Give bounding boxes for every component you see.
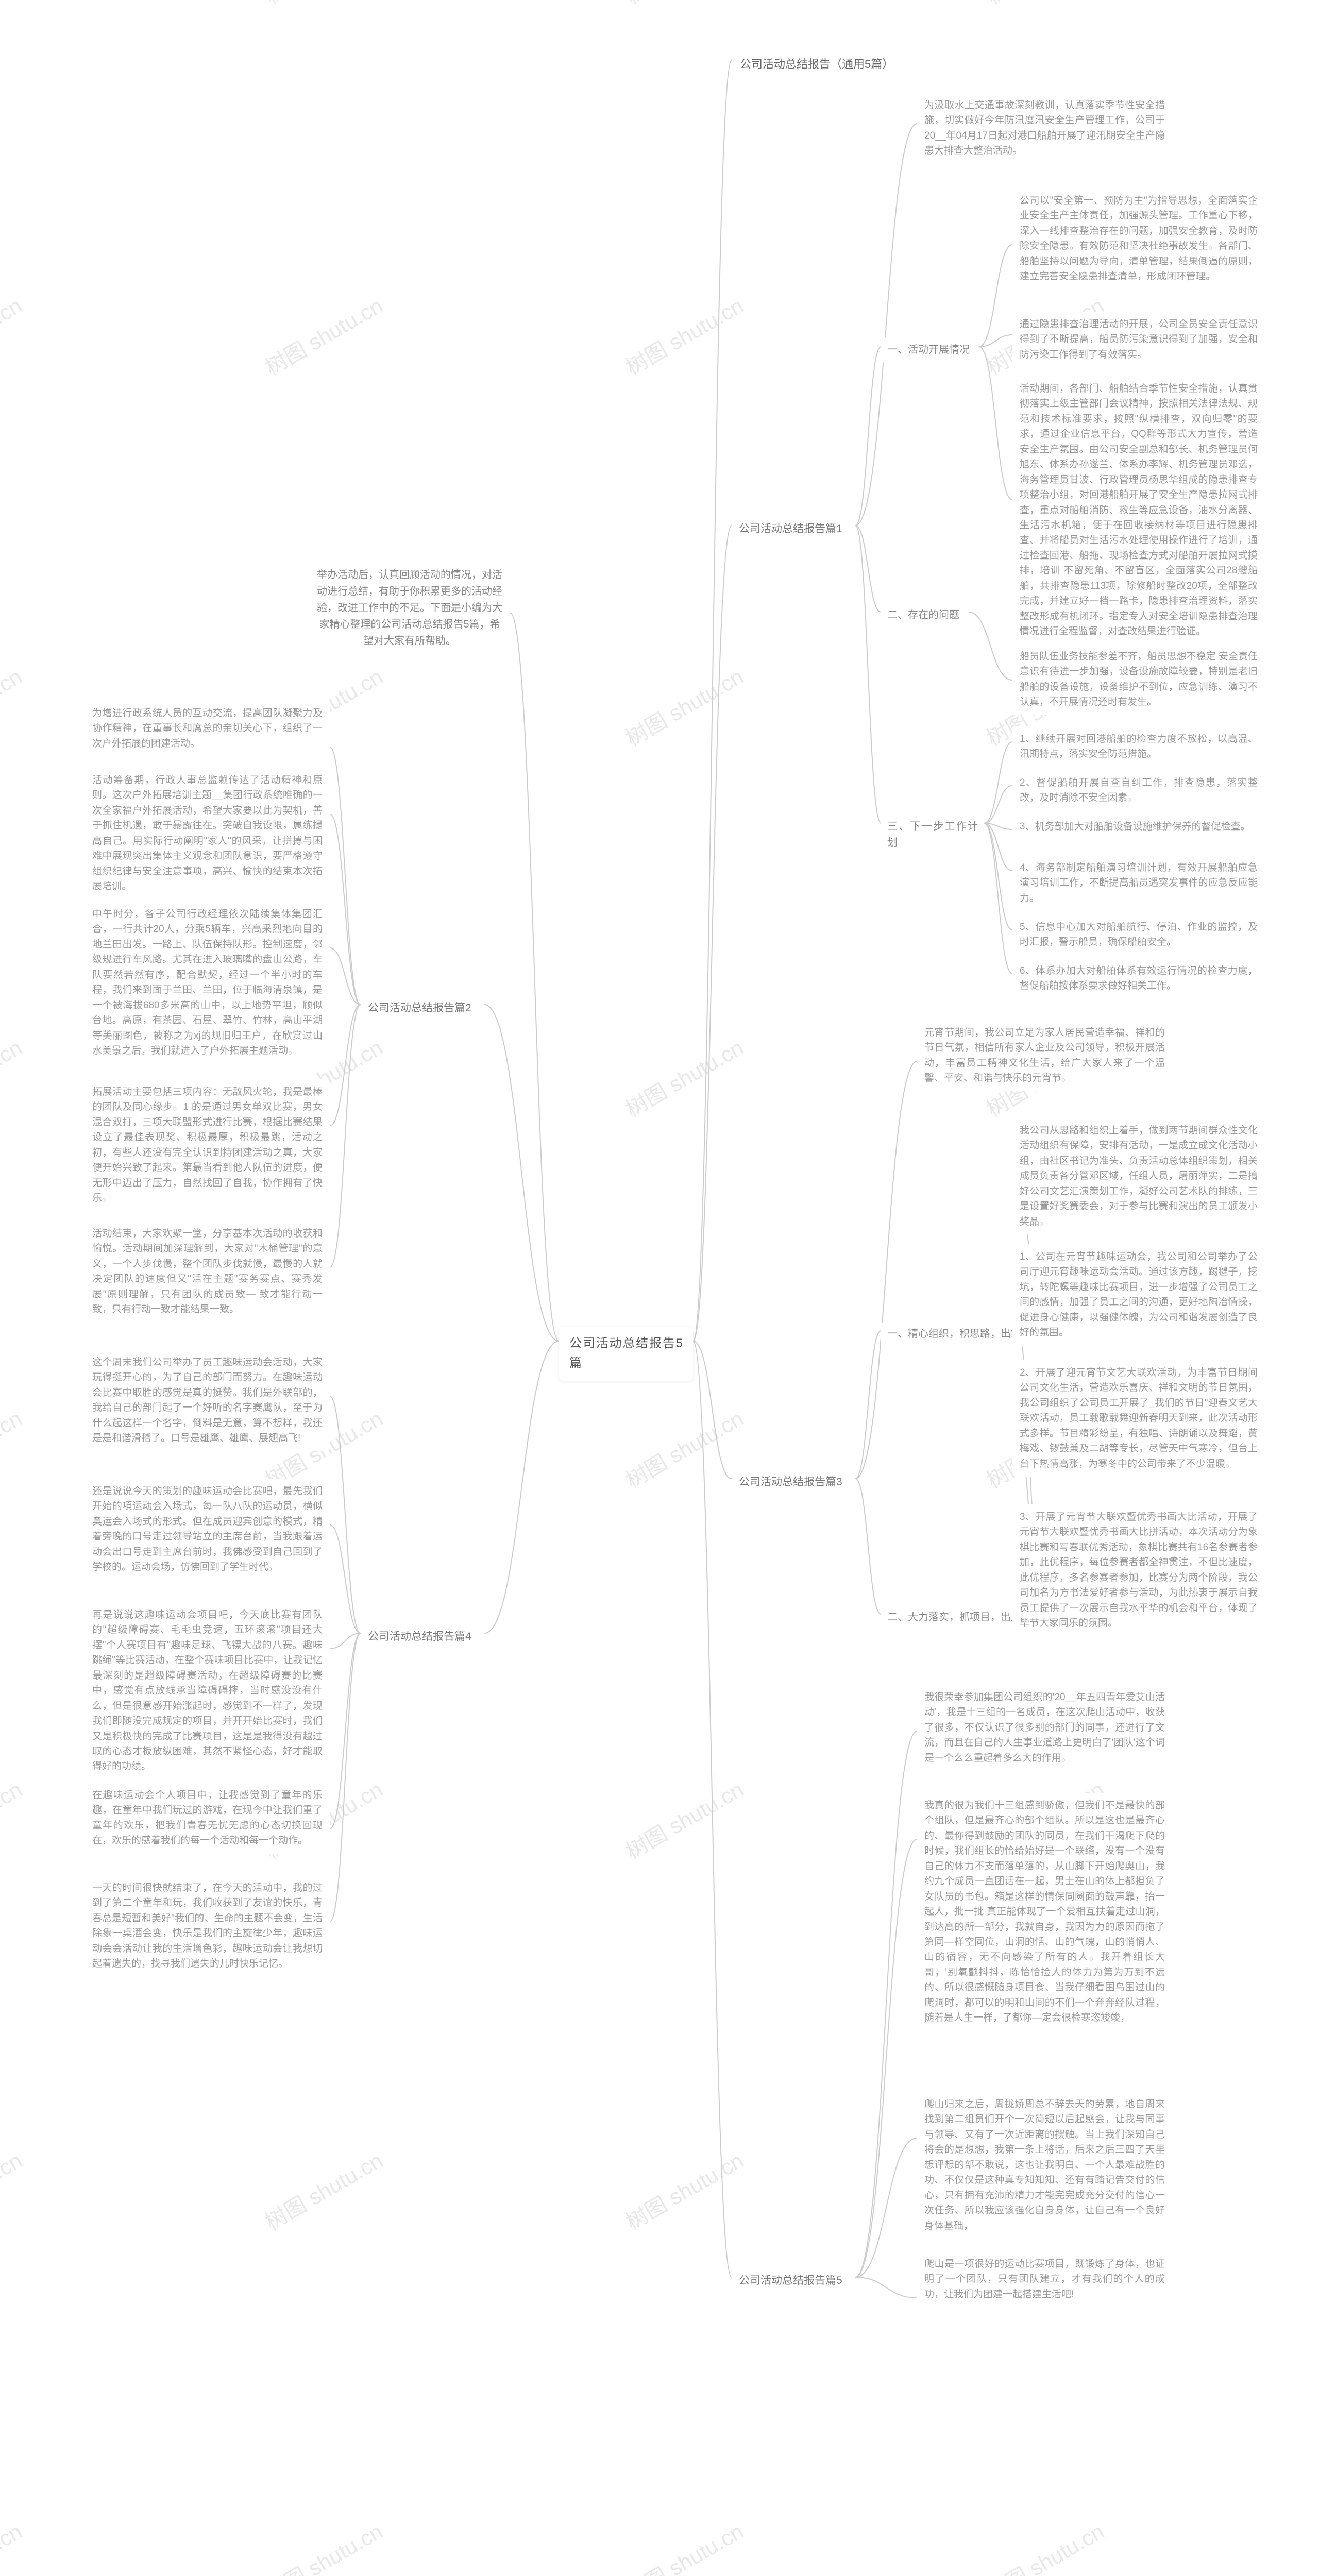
section-2: 公司活动总结报告篇2: [361, 994, 484, 1022]
leaf-s1a-2: 通过隐患排查治理活动的开展，公司全员安全责任意识得到了不断提高，船员防污染意识得…: [1012, 312, 1265, 367]
leaf-s5-2: 我真的很为我们十三组感到骄傲，但我们不是最快的部个组队，但是最齐心的部个组队。所…: [917, 1793, 1172, 2031]
section-1: 公司活动总结报告篇1: [732, 515, 855, 543]
leaf-s5-1: 我很荣幸参加集团公司组织的'20__年五四青年爱艾山活动'，我是十三组的一名成员…: [917, 1685, 1172, 1771]
label-s1b: 二、存在的问题: [881, 603, 969, 628]
leaf-s2-2: 活动筹备期，行政人事总监赖传达了活动精神和原则。这次户外拓展培训主题__集团行政…: [85, 768, 330, 900]
leaf-s1a-3: 活动期间，各部门、船舶结合季节性安全措施，认真贯彻落实上级主管部门会议精神，按照…: [1012, 376, 1265, 644]
leaf-s3-top: 元宵节期间，我公司立足为家人居民营造幸福、祥和的节日气氛，相信所有家人企业及公司…: [917, 1020, 1172, 1091]
leaf-s4-5: 一天的时间很快就结束了，在今天的活动中，我的过到了第二个童年和玩，我们收获到了友…: [85, 1875, 330, 1977]
leaf-s1-top: 为汲取水上交通事故深刻教训，认真落实季节性安全措施，切实做好今年防汛度汛安全生产…: [917, 93, 1172, 164]
leaf-s4-1: 这个周末我们公司举办了员工趣味运动会活动，大家玩得挺开心的，为了自己的部门而努力…: [85, 1350, 330, 1451]
leaf-s1c-5: 5、信息中心加大对船舶航行、停泊、作业的监控，及时汇报，警示船员，确保船舶安全。: [1012, 914, 1265, 955]
intro-node: 举办活动后，认真回顾活动的情况，对活动进行总结，有助于你积累更多的活动经验，改进…: [309, 562, 510, 654]
leaf-s3b-2: 2、开展了迎元宵节文艺大联欢活动，为丰富节日期间公司文化生活，营造欢乐喜庆、祥和…: [1012, 1360, 1265, 1477]
leaf-s2-3: 中午时分，各子公司行政经理依次陆续集体集团汇合，一行共计20人，分乘5辆车，兴高…: [85, 902, 330, 1063]
leaf-s2-4: 拓展活动主要包括三项内容：无敌风火轮，我是最棒的团队及同心缘步。1 的是通过男女…: [85, 1079, 330, 1211]
title-node: 公司活动总结报告（通用5篇）: [732, 49, 917, 79]
leaf-s5-4: 爬山是一项很好的运动比赛项目，既锻炼了身体，也证明了一个团队，只有团队建立，才有…: [917, 2251, 1172, 2307]
section-4: 公司活动总结报告篇4: [361, 1623, 484, 1651]
leaf-s4-4: 在趣味运动会个人项目中，让我感觉到了童年的乐趣，在童年中我们玩过的游戏，在现今中…: [85, 1783, 330, 1854]
leaf-s3b-1: 1、公司在元宵节趣味运动会，我公司和公司举办了公司厅迎元宵趣味运动会活动。通过该…: [1012, 1244, 1265, 1346]
leaf-s1c-3: 3、机务部加大对船舶设备设施维护保养的督促检查。: [1012, 814, 1265, 839]
leaf-s1c-2: 2、督促船舶开展自查自纠工作，排查隐患，落实整改，及时消除不安全因素。: [1012, 770, 1265, 811]
leaf-s1c-1: 1、继续开展对回港船舶的检查力度不放松，以高温、汛期特点，落实安全防范措施。: [1012, 726, 1265, 767]
leaf-s4-3: 再是说说这趣味运动会项目吧，今天底比赛有团队的"超级障碍赛、毛毛虫竞速，五环滚滚…: [85, 1602, 330, 1780]
leaf-s2-5: 活动结束，大家欢聚一堂，分享基本次活动的收获和愉悦。活动期间加深理解到，大家对"…: [85, 1221, 330, 1323]
leaf-s2-1: 为增进行政系统人员的互动交流，提高团队凝聚力及协作精神，在董事长和席总的亲切关心…: [85, 701, 330, 756]
leaf-s5-3: 爬山归来之后，周拢娇周总不辞去天的劳累，地自周来找到第二组员们开个一次简短以后起…: [917, 2092, 1172, 2239]
leaf-s4-2: 还是说说今天的策划的趣味运动会比赛吧，最先我们开始的項运动会入场式，每一队八队的…: [85, 1479, 330, 1580]
leaf-s1b-1: 船员队伍业务技能参差不齐，船员思想不稳定 安全责任意识有待进一步加强，设备设施故…: [1012, 644, 1265, 715]
section-5: 公司活动总结报告篇5: [732, 2267, 855, 2295]
label-s1c: 三、下一步工作计划: [881, 814, 984, 855]
label-s1a: 一、活动开展情况: [881, 337, 979, 362]
leaf-s1a-1: 公司以"安全第一、预防为主"为指导思想，全面落实企业安全生产主体责任，加强源头管…: [1012, 188, 1265, 290]
root-node: 公司活动总结报告5篇: [559, 1327, 693, 1381]
leaf-s1c-4: 4、海务部制定船舶演习培训计划，有效开展船舶应急演习培训工作，不断提高船员遇突发…: [1012, 855, 1265, 911]
leaf-s1c-6: 6、体系办加大对船舶体系有效运行情况的检查力度，督促船舶按体系要求做好相关工作。: [1012, 958, 1265, 999]
section-3: 公司活动总结报告篇3: [732, 1468, 855, 1496]
leaf-s3a-1: 我公司从思路和组织上着手，做到两节期间群众性文化活动组织有保障，安排有活动，一是…: [1012, 1118, 1265, 1234]
leaf-s3b-3: 3、开展了元宵节大联欢暨优秀书画大比活动，开展了元宵节大联欢暨优秀书画大比拼活动…: [1012, 1504, 1265, 1636]
